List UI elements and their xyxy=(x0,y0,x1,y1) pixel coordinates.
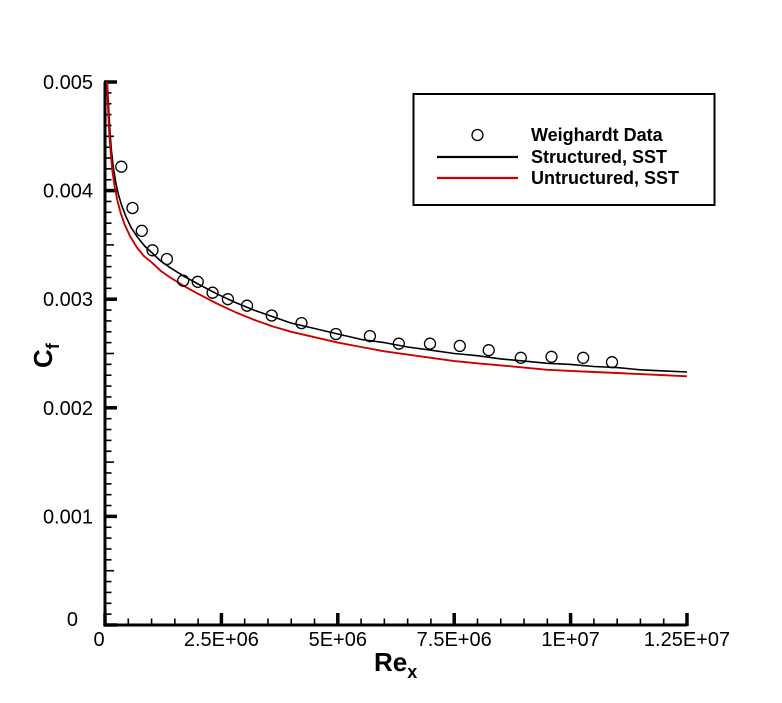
y-tick-label: 0.004 xyxy=(43,181,93,203)
data-point-marker xyxy=(392,337,405,350)
data-point-marker xyxy=(206,286,219,299)
y-tick-label: 0.001 xyxy=(43,506,93,528)
data-point-marker xyxy=(577,351,590,364)
data-point-marker xyxy=(605,356,619,369)
data-point-marker xyxy=(191,275,204,288)
data-point-marker xyxy=(126,201,139,215)
data-point-marker xyxy=(295,316,308,330)
x-axis-title-subscript: x xyxy=(407,662,417,682)
y-axis-title-subscript: f xyxy=(43,342,63,349)
series-lines xyxy=(105,81,688,378)
data-point-marker xyxy=(177,274,190,287)
legend-label-untructured-sst: Untructured, SST xyxy=(531,168,679,188)
y-axis-title: Cf xyxy=(28,342,63,368)
y-tick-label: 0.005 xyxy=(43,72,93,94)
x-tick-label: 5E+06 xyxy=(309,629,367,651)
x-tick-label: 7.5E+06 xyxy=(417,629,492,651)
data-point-marker xyxy=(135,224,148,237)
legend-label-structured-sst: Structured, SST xyxy=(531,147,667,167)
legend-box xyxy=(412,93,716,206)
data-point-marker xyxy=(329,327,343,341)
x-tick-label: 1E+07 xyxy=(541,629,599,651)
weighardt-data-points xyxy=(115,160,619,369)
data-point-marker xyxy=(265,309,278,322)
x-tick-label: 0 xyxy=(93,629,104,651)
tick-labels: 0 2.5E+06 5E+06 7.5E+06 1E+07 1.25E+07 0 0.001 0… xyxy=(43,72,730,651)
y-tick-label: 0.002 xyxy=(43,398,93,420)
legend-circle-marker-icon xyxy=(471,128,484,142)
legend-label-weighardt-data: Weighardt Data xyxy=(531,125,664,145)
data-point-marker xyxy=(240,299,254,312)
data-point-marker xyxy=(423,337,437,350)
y-tick-label: 0.003 xyxy=(43,289,93,311)
data-point-marker xyxy=(221,293,235,306)
data-point-marker xyxy=(160,252,174,266)
data-point-marker xyxy=(115,160,128,173)
axis-titles: Rex Cf xyxy=(28,342,417,682)
legend: Weighardt Data Structured, SST Untructur… xyxy=(412,93,716,206)
x-tick-label: 1.25E+07 xyxy=(644,629,730,651)
x-axis-title: Rex xyxy=(374,647,417,682)
data-point-marker xyxy=(514,351,527,364)
x-tick-label: 2.5E+06 xyxy=(184,629,259,651)
axis-ticks xyxy=(103,80,689,627)
data-point-marker xyxy=(545,350,558,363)
y-tick-label: 0 xyxy=(67,609,78,631)
data-point-marker xyxy=(482,344,495,357)
data-point-marker xyxy=(453,339,466,353)
series-line-structured-sst xyxy=(106,81,688,373)
data-point-marker xyxy=(146,244,159,257)
series-line-untructured-sst xyxy=(105,81,688,378)
data-point-marker xyxy=(363,329,377,343)
